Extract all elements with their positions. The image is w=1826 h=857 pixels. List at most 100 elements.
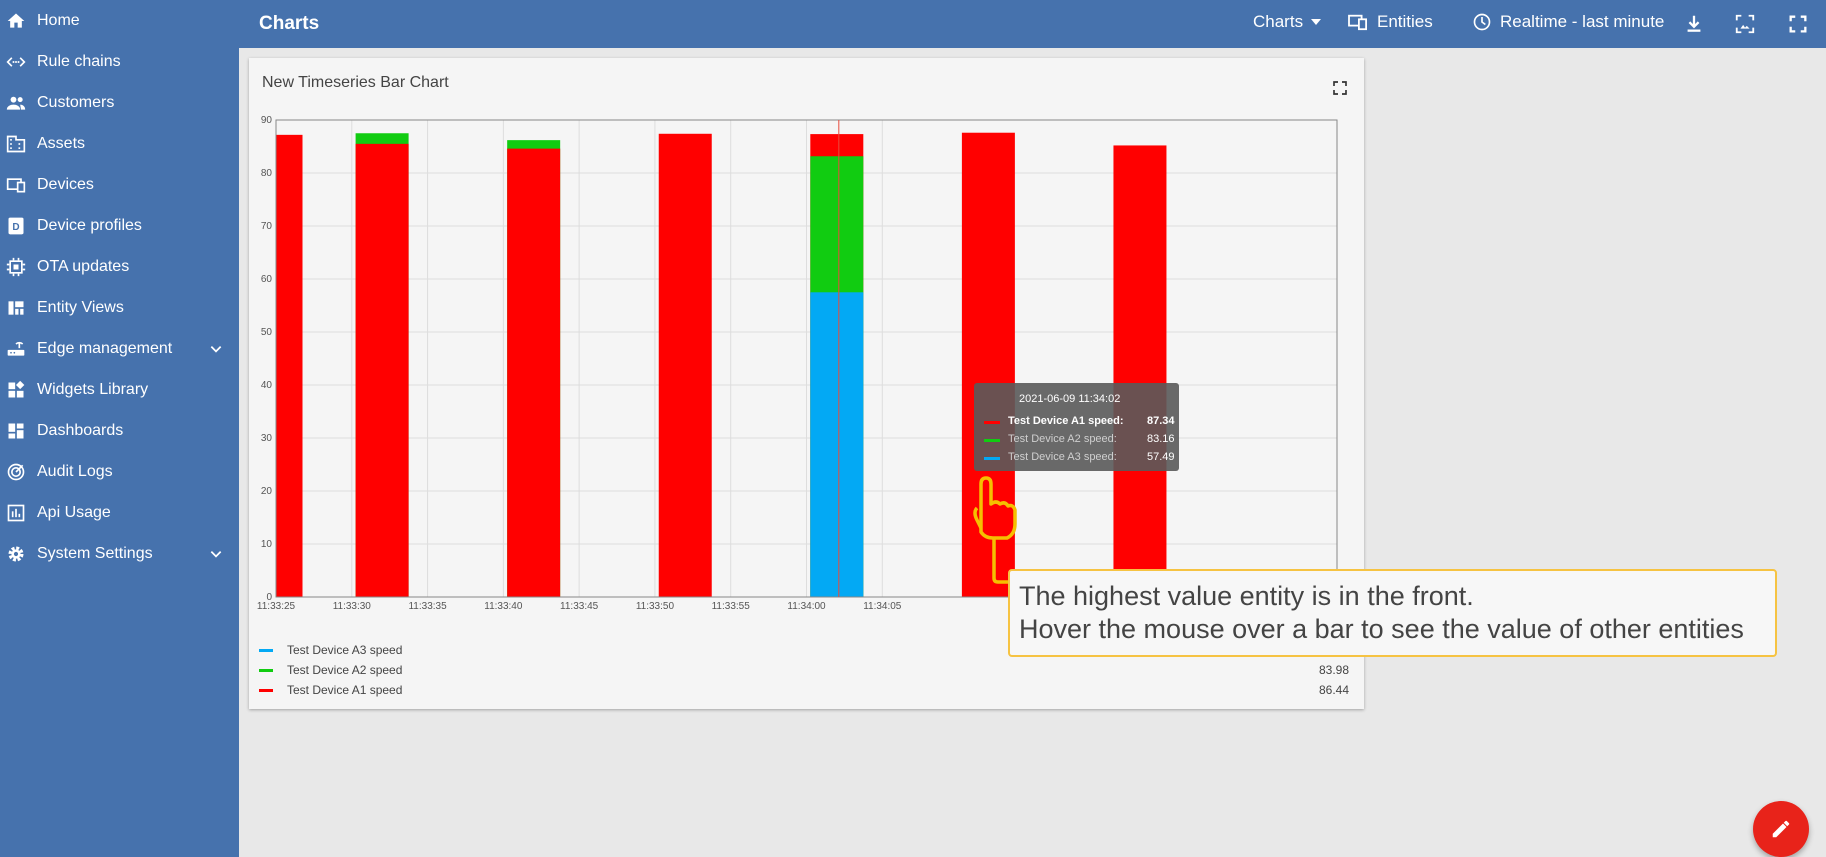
bar-chart-icon — [5, 502, 27, 524]
view-quilt-icon — [5, 297, 27, 319]
legend-swatch — [259, 669, 273, 672]
dashboard-icon — [5, 420, 27, 442]
sidebar-item-label: Entity Views — [37, 298, 124, 316]
dashboard-state-select[interactable]: Charts — [1253, 12, 1322, 32]
sidebar-item-home[interactable]: Home — [0, 0, 239, 41]
sidebar-item-api-usage[interactable]: Api Usage — [0, 492, 239, 533]
hand-pointer-icon — [973, 476, 1017, 584]
widget-title: New Timeseries Bar Chart — [262, 74, 449, 91]
sidebar-item-entity-views[interactable]: Entity Views — [0, 287, 239, 328]
sidebar-item-customers[interactable]: Customers — [0, 82, 239, 123]
tooltip-value: 83.16 — [1147, 433, 1175, 445]
tooltip-row: Test Device A3 speed: 57.49 — [984, 451, 1175, 467]
bar-a1 — [658, 133, 712, 597]
sidebar-item-rule-chains[interactable]: Rule chains — [0, 41, 239, 82]
fullscreen-icon[interactable] — [1332, 80, 1348, 96]
clock-icon — [1473, 13, 1491, 31]
home-icon — [5, 10, 27, 32]
devices-icon — [5, 174, 27, 196]
x-tick-label: 11:34:00 — [787, 601, 826, 612]
dashboard-state-label: Charts — [1253, 12, 1304, 31]
top-toolbar: Charts Charts Entities Realtime - last m… — [239, 0, 1826, 48]
y-tick-label: 70 — [261, 221, 273, 232]
legend-item[interactable]: Test Device A2 speed 83.98 — [259, 662, 1359, 680]
sidebar-item-label: Device profiles — [37, 216, 142, 234]
sidebar-item-label: Customers — [37, 93, 115, 111]
y-tick-label: 40 — [261, 380, 273, 391]
sidebar-item-label: Home — [37, 11, 80, 29]
sidebar-item-devices[interactable]: Devices — [0, 164, 239, 205]
gear-icon — [5, 543, 27, 565]
fullscreen-icon[interactable] — [1787, 13, 1809, 35]
sidebar-item-audit-logs[interactable]: Audit Logs — [0, 451, 239, 492]
sidebar-item-label: Assets — [37, 134, 86, 152]
code-arrows-icon — [5, 51, 27, 73]
bar-a3 — [810, 292, 864, 597]
y-tick-label: 10 — [261, 539, 273, 550]
bar-a1 — [1113, 145, 1167, 597]
chart-tooltip: 2021-06-09 11:34:02 Test Device A1 speed… — [974, 383, 1179, 471]
y-tick-label: 50 — [261, 327, 273, 338]
chevron-down-icon[interactable] — [209, 547, 223, 561]
chip-icon — [5, 256, 27, 278]
pencil-icon — [1772, 820, 1790, 838]
legend-label: Test Device A3 speed — [287, 643, 403, 657]
y-tick-label: 90 — [261, 115, 273, 126]
sidebar-item-system-settings[interactable]: System Settings — [0, 533, 239, 574]
plot-border — [275, 119, 1338, 598]
legend-value: 83.98 — [1318, 663, 1349, 677]
svg-text:D: D — [12, 222, 19, 233]
dropdown-arrow-icon — [1311, 19, 1322, 25]
x-tick-label: 11:34:05 — [863, 601, 902, 612]
download-icon[interactable] — [1683, 13, 1705, 35]
legend-label: Test Device A2 speed — [287, 663, 403, 677]
tooltip-swatch — [984, 421, 1000, 424]
x-tick-label: 11:33:25 — [257, 601, 296, 612]
building-icon — [5, 133, 27, 155]
tooltip-date: 2021-06-09 11:34:02 — [1019, 393, 1121, 405]
sidebar-item-label: System Settings — [37, 544, 153, 562]
sidebar-item-dashboards[interactable]: Dashboards — [0, 410, 239, 451]
sidebar-item-assets[interactable]: Assets — [0, 123, 239, 164]
entities-button[interactable]: Entities — [1347, 12, 1433, 32]
bar-a1 — [355, 143, 409, 597]
edit-fab-button[interactable] — [1753, 801, 1809, 857]
sidebar-item-edge-management[interactable]: Edge management — [0, 328, 239, 369]
chevron-down-icon[interactable] — [209, 342, 223, 356]
bar-a1 — [507, 148, 561, 597]
image-export-icon[interactable] — [1734, 13, 1756, 35]
y-tick-label: 0 — [266, 592, 272, 603]
tooltip-swatch — [984, 457, 1000, 460]
legend-value: 86.44 — [1318, 683, 1349, 697]
page-title: Charts — [259, 13, 320, 34]
bar-a1 — [961, 132, 1015, 597]
y-tick-label: 30 — [261, 433, 273, 444]
sidebar-item-label: OTA updates — [37, 257, 130, 275]
router-icon — [5, 338, 27, 360]
y-tick-label: 60 — [261, 274, 273, 285]
legend-item[interactable]: Test Device A1 speed 86.44 — [259, 682, 1359, 700]
x-tick-label: 11:33:50 — [636, 601, 675, 612]
tooltip-value: 57.49 — [1147, 451, 1175, 463]
legend-item[interactable]: Test Device A3 speed — [259, 642, 1359, 660]
tooltip-swatch — [984, 439, 1000, 442]
sidebar-item-ota-updates[interactable]: OTA updates — [0, 246, 239, 287]
tooltip-label: Test Device A2 speed: — [1008, 433, 1117, 445]
sidebar-item-widgets-library[interactable]: Widgets Library — [0, 369, 239, 410]
sidebar-item-label: Edge management — [37, 339, 173, 357]
x-tick-label: 11:33:45 — [560, 601, 599, 612]
entities-label: Entities — [1377, 12, 1433, 31]
widgets-icon — [5, 379, 27, 401]
x-tick-label: 11:33:35 — [408, 601, 447, 612]
callout-line: Hover the mouse over a bar to see the va… — [1019, 614, 1744, 644]
sidebar-item-label: Widgets Library — [37, 380, 149, 398]
sidebar-item-device-profiles[interactable]: D Device profiles — [0, 205, 239, 246]
track-changes-icon — [5, 461, 27, 483]
device-profile-icon: D — [5, 215, 27, 237]
sidebar-item-label: Dashboards — [37, 421, 124, 439]
bar-chart[interactable]: 0 10 20 30 40 50 60 70 80 90 11:33:25 11:33:30 11:33… — [249, 58, 1364, 618]
tooltip-label: Test Device A3 speed: — [1008, 451, 1117, 463]
sidebar-item-label: Rule chains — [37, 52, 121, 70]
y-tick-label: 20 — [261, 486, 273, 497]
timewindow-button[interactable]: Realtime - last minute — [1472, 12, 1664, 32]
